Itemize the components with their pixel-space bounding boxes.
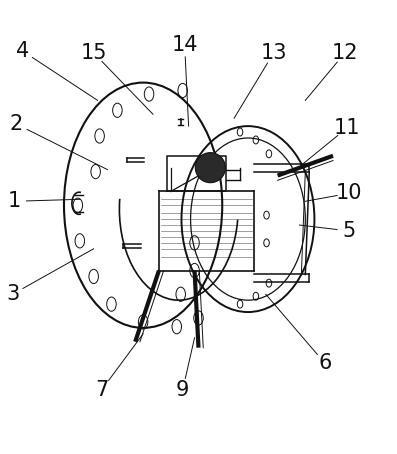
Text: 2: 2 xyxy=(10,114,23,134)
Ellipse shape xyxy=(195,153,225,183)
Text: 3: 3 xyxy=(6,284,19,304)
Text: 12: 12 xyxy=(331,43,358,63)
Text: 1: 1 xyxy=(8,191,21,211)
Text: 13: 13 xyxy=(260,43,287,63)
Text: 14: 14 xyxy=(172,35,198,55)
Text: 9: 9 xyxy=(176,380,189,400)
Text: 4: 4 xyxy=(16,41,29,61)
Text: 11: 11 xyxy=(333,118,360,138)
Text: 7: 7 xyxy=(95,380,108,400)
Text: 5: 5 xyxy=(342,221,355,241)
Text: 6: 6 xyxy=(318,354,332,374)
Text: 10: 10 xyxy=(335,183,362,203)
Text: 15: 15 xyxy=(81,43,107,63)
